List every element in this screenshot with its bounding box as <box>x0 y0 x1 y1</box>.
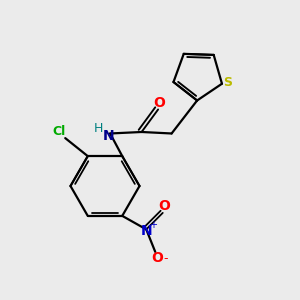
Text: O: O <box>158 199 170 213</box>
Text: O: O <box>151 251 163 266</box>
Text: +: + <box>149 220 157 230</box>
Text: O: O <box>154 96 166 110</box>
Text: N: N <box>103 129 114 143</box>
Text: N: N <box>140 224 152 238</box>
Text: H: H <box>94 122 104 135</box>
Text: Cl: Cl <box>52 125 65 138</box>
Text: S: S <box>223 76 232 89</box>
Text: -: - <box>164 252 168 265</box>
